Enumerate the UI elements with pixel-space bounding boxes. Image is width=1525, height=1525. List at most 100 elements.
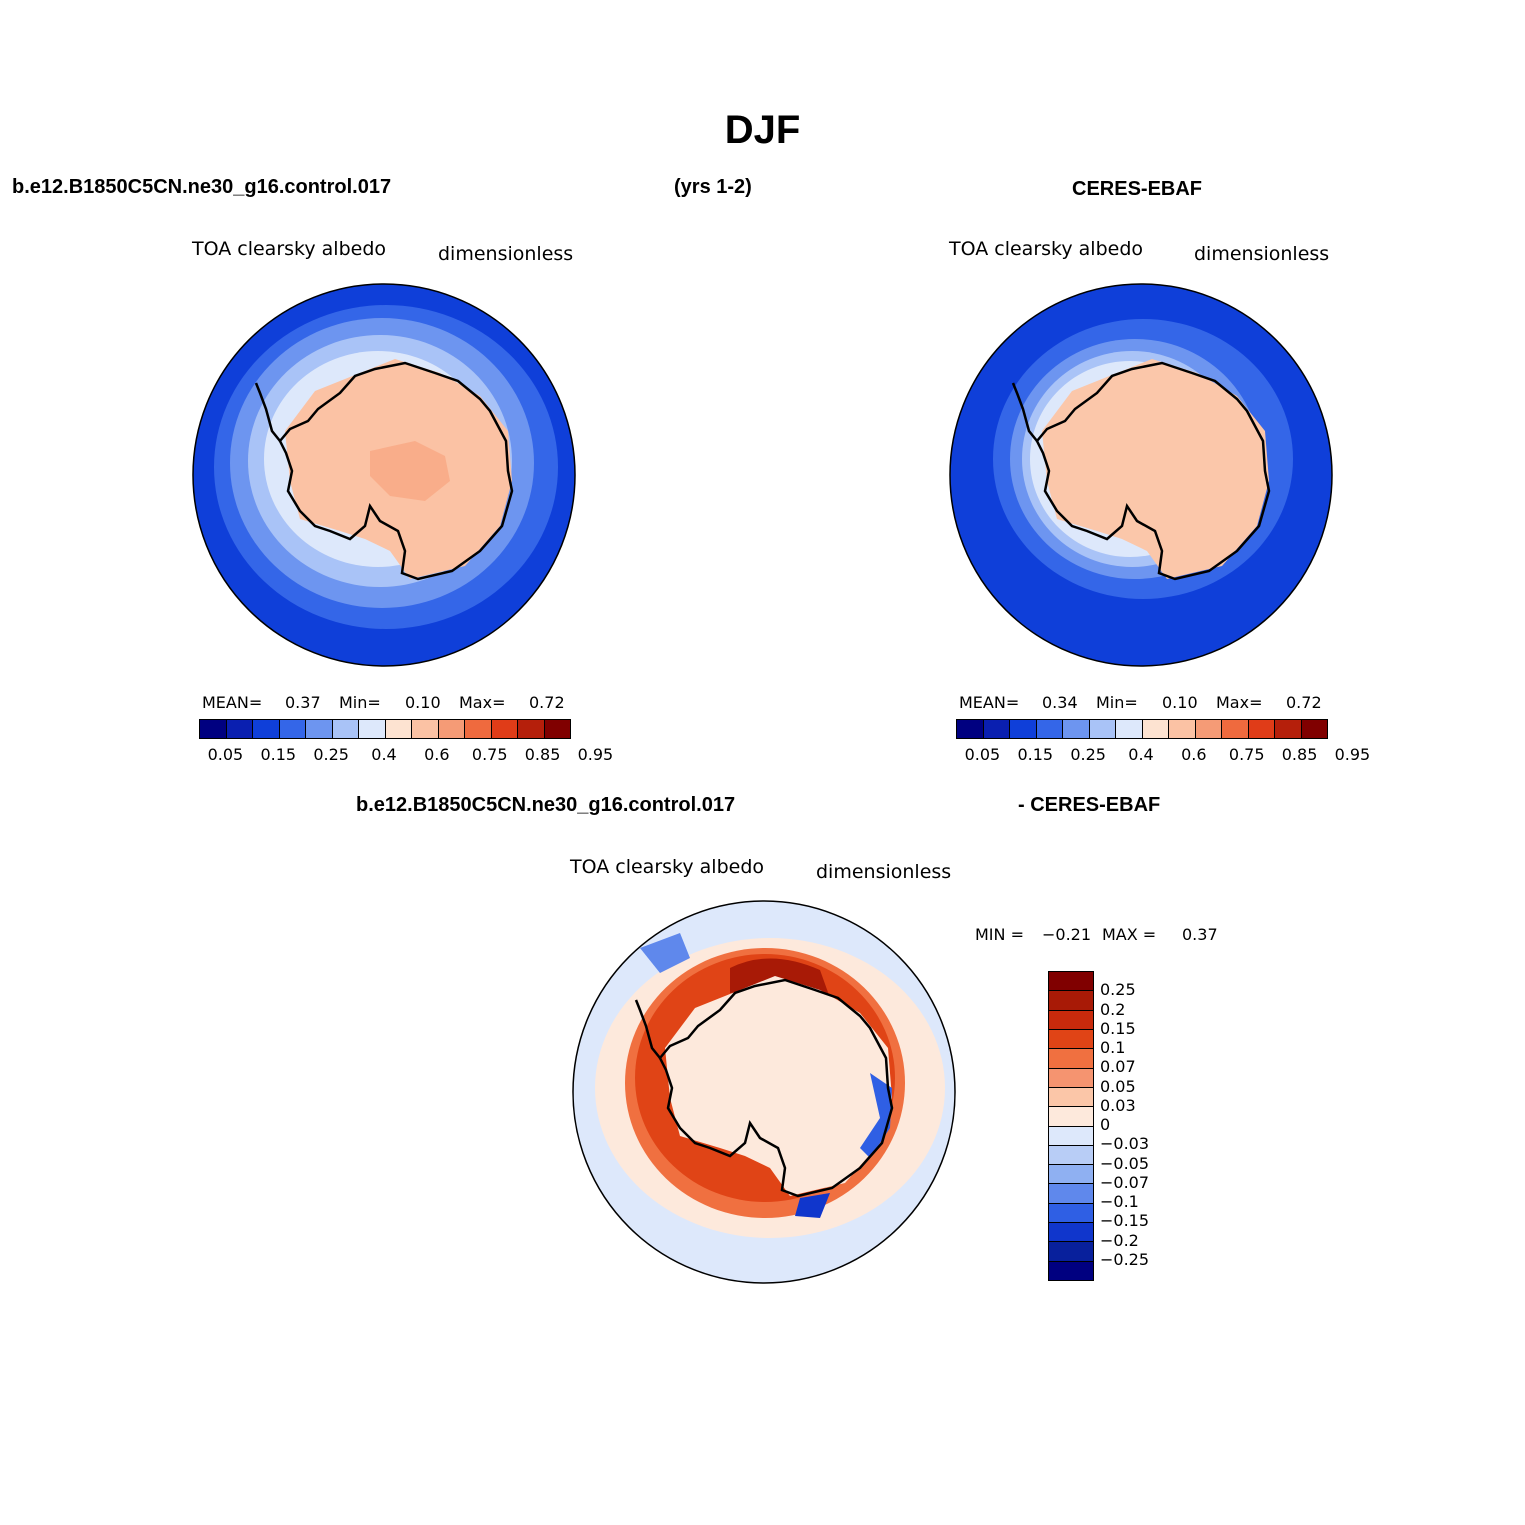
colorbar-cell — [306, 720, 333, 738]
colorbar-cell — [1049, 1261, 1093, 1280]
top-left-case-label: b.e12.B1850C5CN.ne30_g16.control.017 — [12, 176, 392, 198]
panel1-max-value: 0.72 — [529, 693, 565, 712]
colorbar-tick-label: 0.85 — [1281, 745, 1318, 764]
colorbar-cell — [1010, 720, 1037, 738]
colorbar-tick-label: 0.4 — [371, 745, 397, 764]
colorbar-cell — [1275, 720, 1302, 738]
colorbar-cell — [1049, 1029, 1093, 1050]
colorbar-cell — [1049, 1242, 1093, 1262]
panel2-variable-label: TOA clearsky albedo — [949, 238, 1143, 260]
panel2-units-label: dimensionless — [1194, 243, 1330, 265]
colorbar-cell — [1049, 1203, 1093, 1224]
panel1-min-label: Min= — [339, 693, 381, 712]
panel2-max-value: 0.72 — [1286, 693, 1322, 712]
panel1-mean-value: 0.37 — [285, 693, 321, 712]
colorbar-level-label: 0.25 — [1100, 980, 1136, 1000]
colorbar-cell — [1049, 1010, 1093, 1030]
main-title: DJF — [724, 108, 801, 152]
colorbar-tick-label: 0.4 — [1128, 745, 1154, 764]
colorbar-cell — [385, 720, 412, 738]
panel3-peninsula — [634, 999, 661, 1059]
panel2-coastline — [1035, 361, 1271, 581]
panel2-min-label: Min= — [1096, 693, 1138, 712]
colorbar-tick-label: 0.95 — [577, 745, 614, 764]
panel2-peninsula — [1011, 382, 1038, 442]
colorbar-cell — [465, 720, 492, 738]
panel2-colorbar — [956, 719, 1328, 739]
period-label: (yrs 1-2) — [674, 176, 752, 198]
colorbar-cell — [200, 720, 227, 738]
colorbar-tick-label: 0.95 — [1334, 745, 1371, 764]
panel1-map-border — [192, 283, 576, 667]
panel3-max-label: MAX = — [1102, 925, 1157, 944]
colorbar-cell — [1063, 720, 1090, 738]
panel2-mean-label: MEAN= — [959, 693, 1020, 712]
colorbar-tick-label: 0.6 — [424, 745, 450, 764]
colorbar-cell — [544, 720, 570, 738]
panel2-map — [949, 283, 1333, 667]
colorbar-cell — [1049, 1107, 1093, 1127]
panel3-max-value: 0.37 — [1182, 925, 1218, 944]
panel1-plateau — [370, 441, 450, 501]
colorbar-level-label: 0.07 — [1100, 1057, 1136, 1077]
colorbar-cell — [1089, 720, 1116, 738]
colorbar-cell — [1049, 991, 1093, 1011]
colorbar-level-label: −0.05 — [1100, 1153, 1150, 1173]
colorbar-cell — [226, 720, 253, 738]
panel3-negative-west — [640, 933, 690, 973]
colorbar-cell — [1049, 972, 1093, 992]
colorbar-level-label: 0 — [1100, 1115, 1111, 1134]
colorbar-cell — [1049, 1068, 1093, 1088]
colorbar-level-label: −0.2 — [1100, 1230, 1139, 1250]
panel2-max-label: Max= — [1216, 693, 1263, 712]
colorbar-cell — [1049, 1049, 1093, 1069]
colorbar-cell — [1116, 720, 1143, 738]
colorbar-cell — [491, 720, 518, 738]
colorbar-tick-label: 0.6 — [1181, 745, 1207, 764]
colorbar-cell — [438, 720, 465, 738]
panel2-mean-value: 0.34 — [1042, 693, 1078, 712]
colorbar-cell — [1195, 720, 1222, 738]
panel3-coastline — [658, 978, 894, 1198]
colorbar-tick-label: 0.05 — [207, 745, 244, 764]
colorbar-tick-label: 0.15 — [260, 745, 297, 764]
panel3-colorbar — [1048, 971, 1094, 1281]
colorbar-cell — [1049, 1145, 1093, 1166]
colorbar-cell — [518, 720, 545, 738]
bottom-right-case-label: - CERES-EBAF — [1018, 794, 1161, 816]
panel3-map — [572, 900, 956, 1284]
colorbar-level-label: −0.03 — [1100, 1134, 1150, 1154]
panel1-peninsula — [254, 382, 281, 442]
panel3-min-label: MIN = — [975, 925, 1024, 944]
panel3-colorbar-labels: 0.25 0.2 0.15 0.1 0.07 0.05 0.03 0 −0.03 −0.05 −0.… — [1094, 971, 1174, 1279]
colorbar-tick-label: 0.75 — [471, 745, 508, 764]
colorbar-cell — [983, 720, 1010, 738]
colorbar-cell — [1049, 1223, 1093, 1243]
colorbar-cell — [957, 720, 984, 738]
panel1-variable-label: TOA clearsky albedo — [192, 238, 386, 260]
colorbar-level-label: −0.07 — [1100, 1172, 1150, 1192]
colorbar-level-label: 0.03 — [1100, 1095, 1136, 1115]
top-right-case-label: CERES-EBAF — [1072, 178, 1203, 200]
colorbar-level-label: −0.1 — [1100, 1192, 1139, 1211]
panel1-colorbar-ticks: 0.05 0.15 0.25 0.4 0.6 0.75 0.85 0.95 — [199, 745, 614, 765]
colorbar-tick-label: 0.25 — [1070, 745, 1106, 764]
colorbar-level-label: −0.15 — [1100, 1211, 1150, 1231]
colorbar-level-label: 0.15 — [1100, 1018, 1136, 1038]
colorbar-cell — [1049, 1165, 1093, 1185]
colorbar-level-label: 0.2 — [1100, 999, 1126, 1019]
panel1-mean-label: MEAN= — [202, 693, 263, 712]
panel3-continent-fill — [665, 976, 892, 1196]
colorbar-cell — [1301, 720, 1327, 738]
colorbar-tick-label: 0.85 — [524, 745, 561, 764]
colorbar-cell — [253, 720, 280, 738]
colorbar-tick-label: 0.25 — [313, 745, 349, 764]
panel1-map — [192, 283, 576, 667]
colorbar-cell — [1036, 720, 1063, 738]
panel3-min-value: −0.21 — [1042, 925, 1092, 944]
bottom-left-case-label: b.e12.B1850C5CN.ne30_g16.control.017 — [356, 794, 736, 816]
panel1-max-label: Max= — [459, 693, 506, 712]
panel2-min-value: 0.10 — [1162, 693, 1198, 712]
colorbar-cell — [1049, 1126, 1093, 1146]
panel2-colorbar-ticks: 0.05 0.15 0.25 0.4 0.6 0.75 0.85 0.95 — [956, 745, 1371, 765]
